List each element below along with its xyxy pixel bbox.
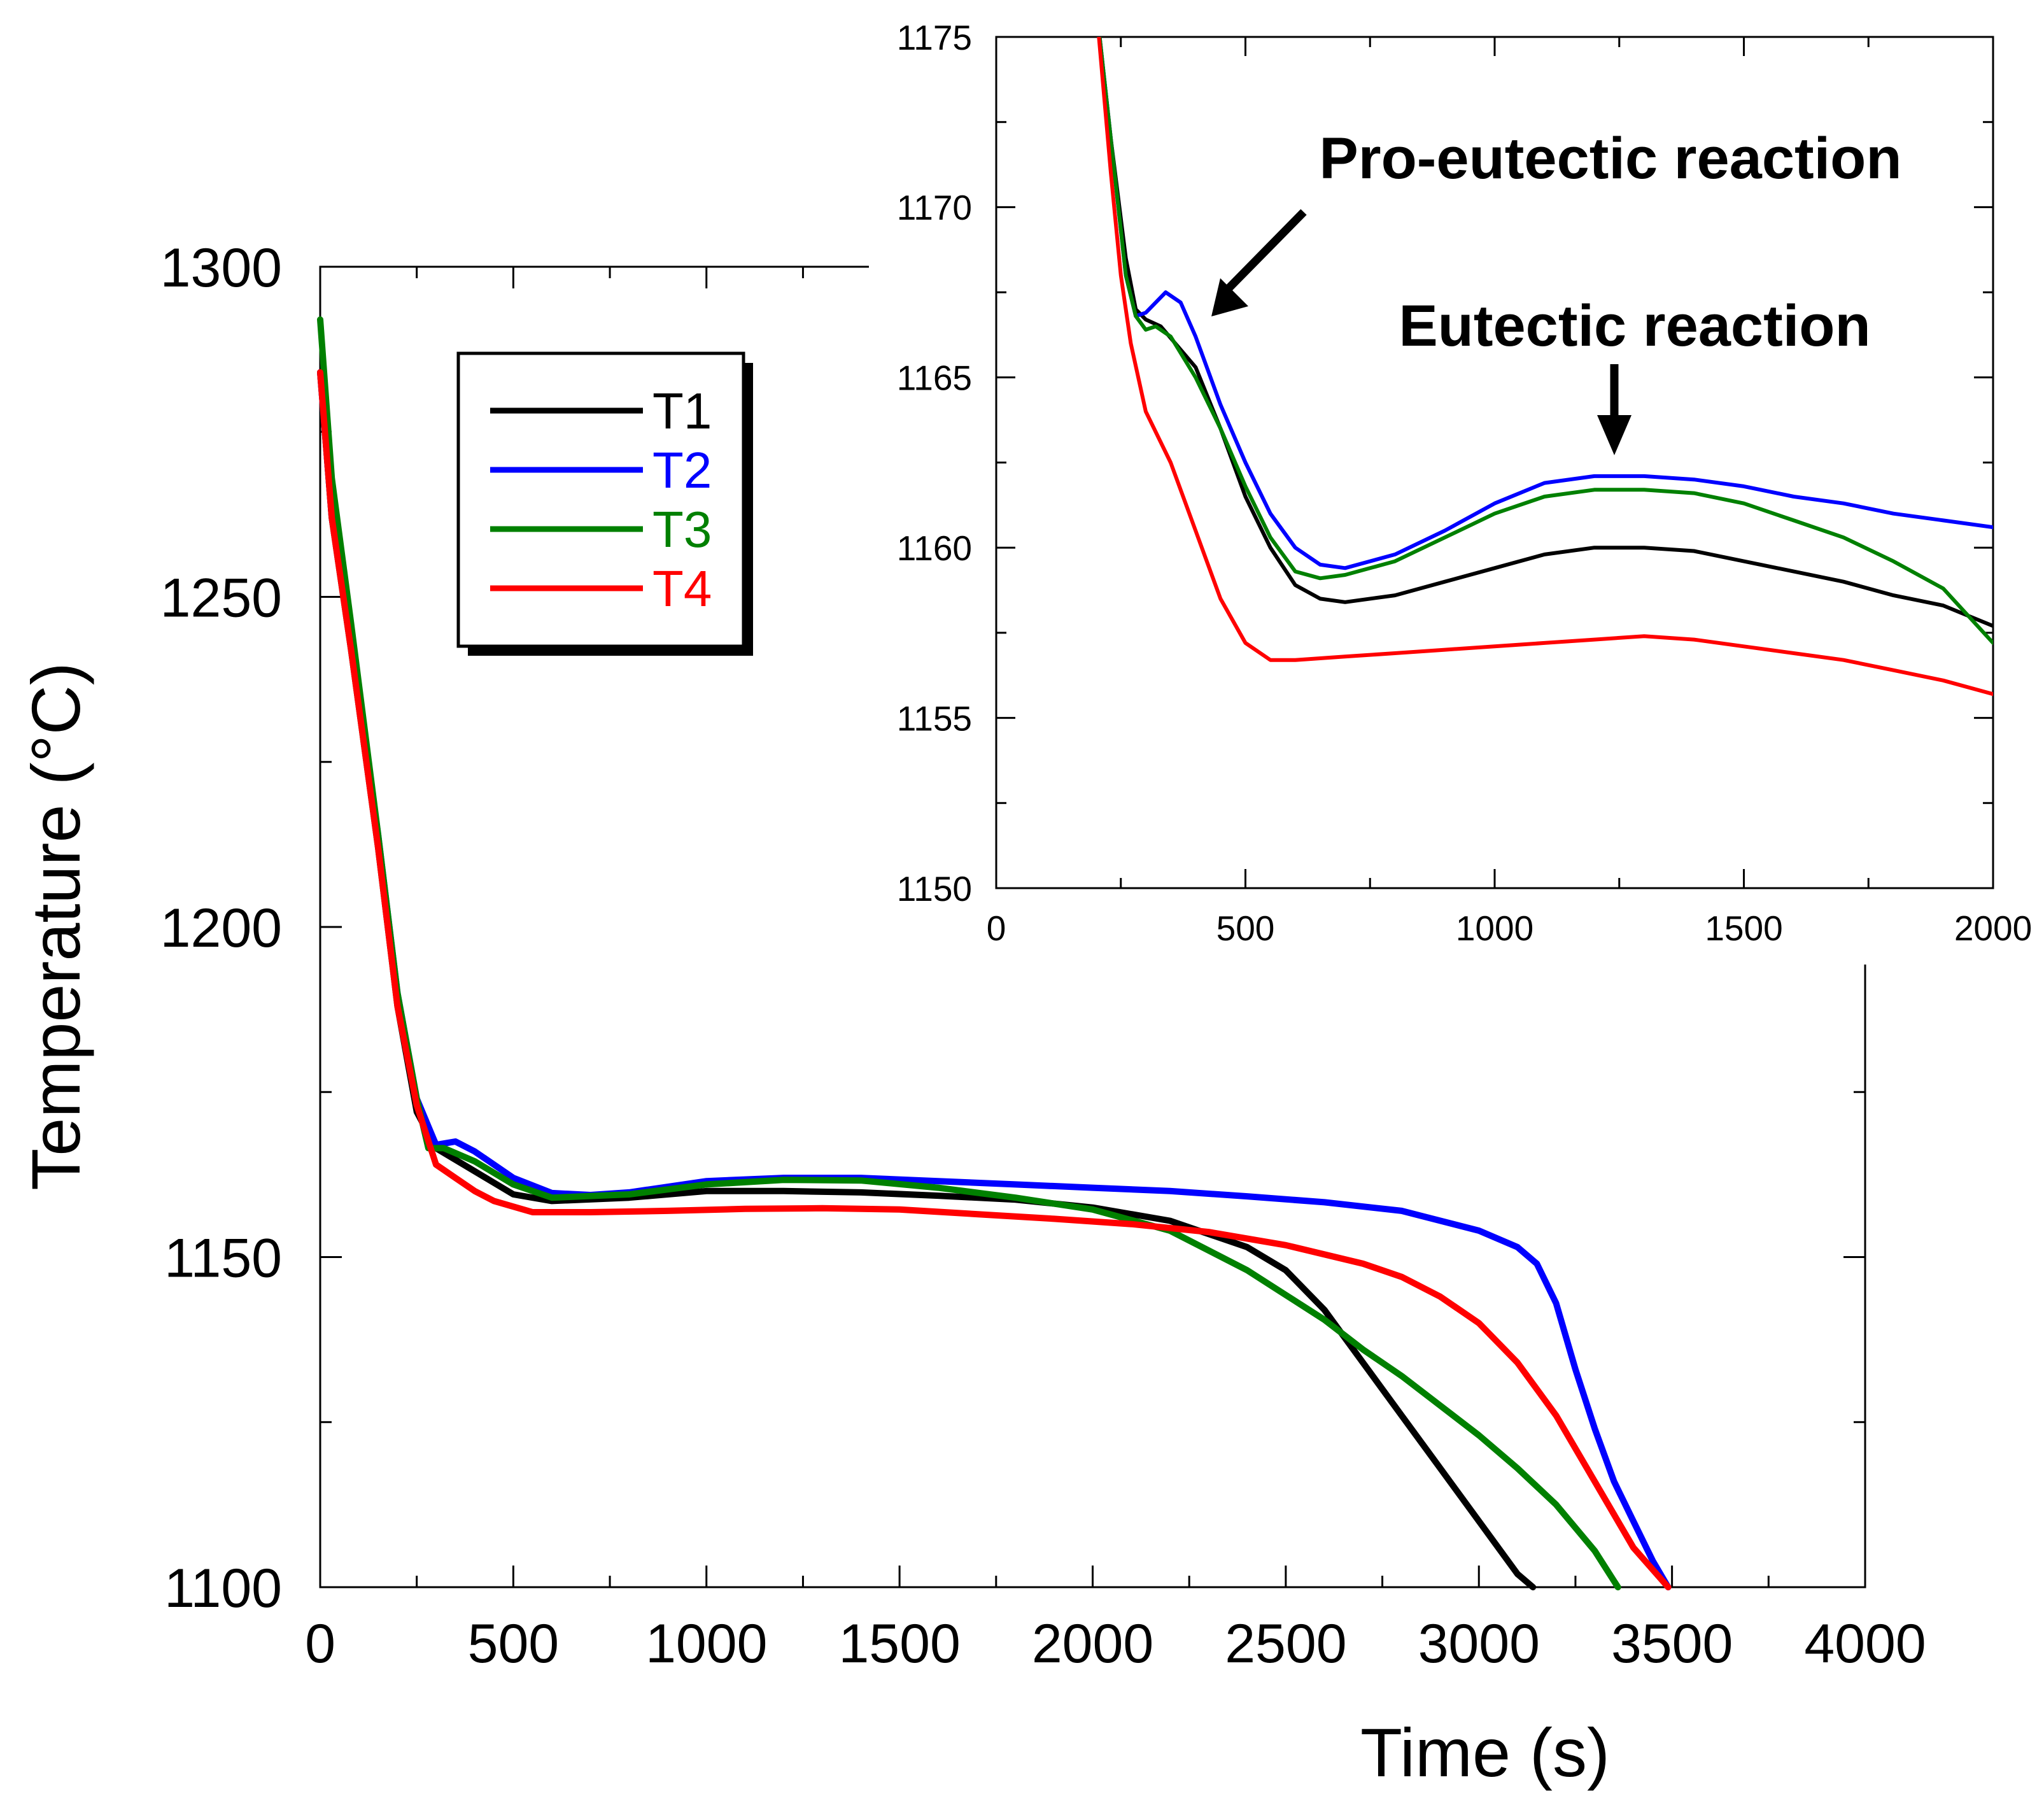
main-x-tick-label: 2500 [1225, 1613, 1346, 1674]
inset-y-tick-label: 1160 [897, 528, 972, 568]
main-x-tick-label: 2000 [1032, 1613, 1153, 1674]
main-series-t4 [317, 369, 1672, 1590]
main-x-tick-label: 1500 [838, 1613, 960, 1674]
inset-y-tick-label: 1170 [897, 188, 972, 227]
main-y-tick-label: 1300 [160, 237, 282, 299]
inset-x-tick-labels: 0 500 1000 1500 2000 [987, 909, 2032, 948]
main-plot-area: 0 500 1000 1500 2000 2500 3000 3500 4000 1100 115… [17, 237, 1926, 1791]
legend-box [456, 351, 745, 648]
annotation-eutectic-arrowhead [1597, 415, 1632, 455]
inset-plot-area: 0 500 1000 1500 2000 1150 1155 1160 1165 1170 117… [869, 0, 2044, 965]
main-y-tick-label: 1200 [160, 898, 282, 959]
legend-label-t1: T1 [652, 383, 712, 439]
inset-y-tick-label: 1150 [897, 869, 972, 909]
inset-series-group [1097, 37, 1993, 696]
annotation-pro-eutectic-arrowhead [1211, 278, 1248, 316]
legend-label-t4: T4 [652, 560, 712, 617]
inset-y-tick-label: 1155 [897, 698, 972, 738]
annotation-pro-eutectic: Pro-eutectic reaction [1319, 126, 1901, 191]
main-x-tick-labels: 0 500 1000 1500 2000 2500 3000 3500 4000 [305, 1613, 1926, 1674]
inset-x-tick-label: 0 [987, 909, 1006, 948]
main-x-tick-label: 0 [305, 1613, 335, 1674]
legend-label-t3: T3 [652, 501, 712, 558]
inset-y-tick-labels: 1150 1155 1160 1165 1170 1175 [897, 18, 972, 909]
inset-x-tick-label: 2000 [1954, 909, 2032, 948]
main-y-axis-title: Temperature (°C) [17, 662, 94, 1190]
inset-x-tick-label: 1500 [1705, 909, 1782, 948]
main-y-tick-labels: 1100 1150 1200 1250 1300 [160, 237, 282, 1619]
legend-label-t2: T2 [652, 442, 712, 498]
main-x-tick-label: 3000 [1418, 1613, 1540, 1674]
annotation-eutectic: Eutectic reaction [1399, 293, 1870, 358]
annotation-pro-eutectic-arrow-shaft [1224, 209, 1307, 293]
inset-series-t3 [1097, 37, 1993, 645]
inset-ticks [995, 36, 1994, 889]
main-x-tick-label: 500 [468, 1613, 560, 1674]
main-series-group [317, 316, 1672, 1590]
inset-series-t2 [1097, 37, 1993, 570]
main-x-tick-label: 3500 [1611, 1613, 1733, 1674]
inset-x-tick-label: 1000 [1456, 909, 1533, 948]
main-x-tick-label: 4000 [1804, 1613, 1926, 1674]
inset-y-tick-label: 1165 [897, 358, 972, 398]
inset-series-t1 [1097, 37, 1993, 628]
inset-series-t4 [1097, 37, 1993, 696]
main-x-axis-title: Time (s) [1360, 1714, 1610, 1791]
inset-background [869, 0, 2044, 965]
main-y-tick-label: 1100 [164, 1558, 282, 1619]
main-x-tick-label: 1000 [645, 1613, 767, 1674]
inset-x-tick-label: 500 [1216, 909, 1275, 948]
main-y-tick-label: 1250 [160, 567, 282, 628]
inset-y-tick-label: 1175 [897, 18, 972, 57]
main-y-tick-label: 1150 [164, 1227, 282, 1289]
